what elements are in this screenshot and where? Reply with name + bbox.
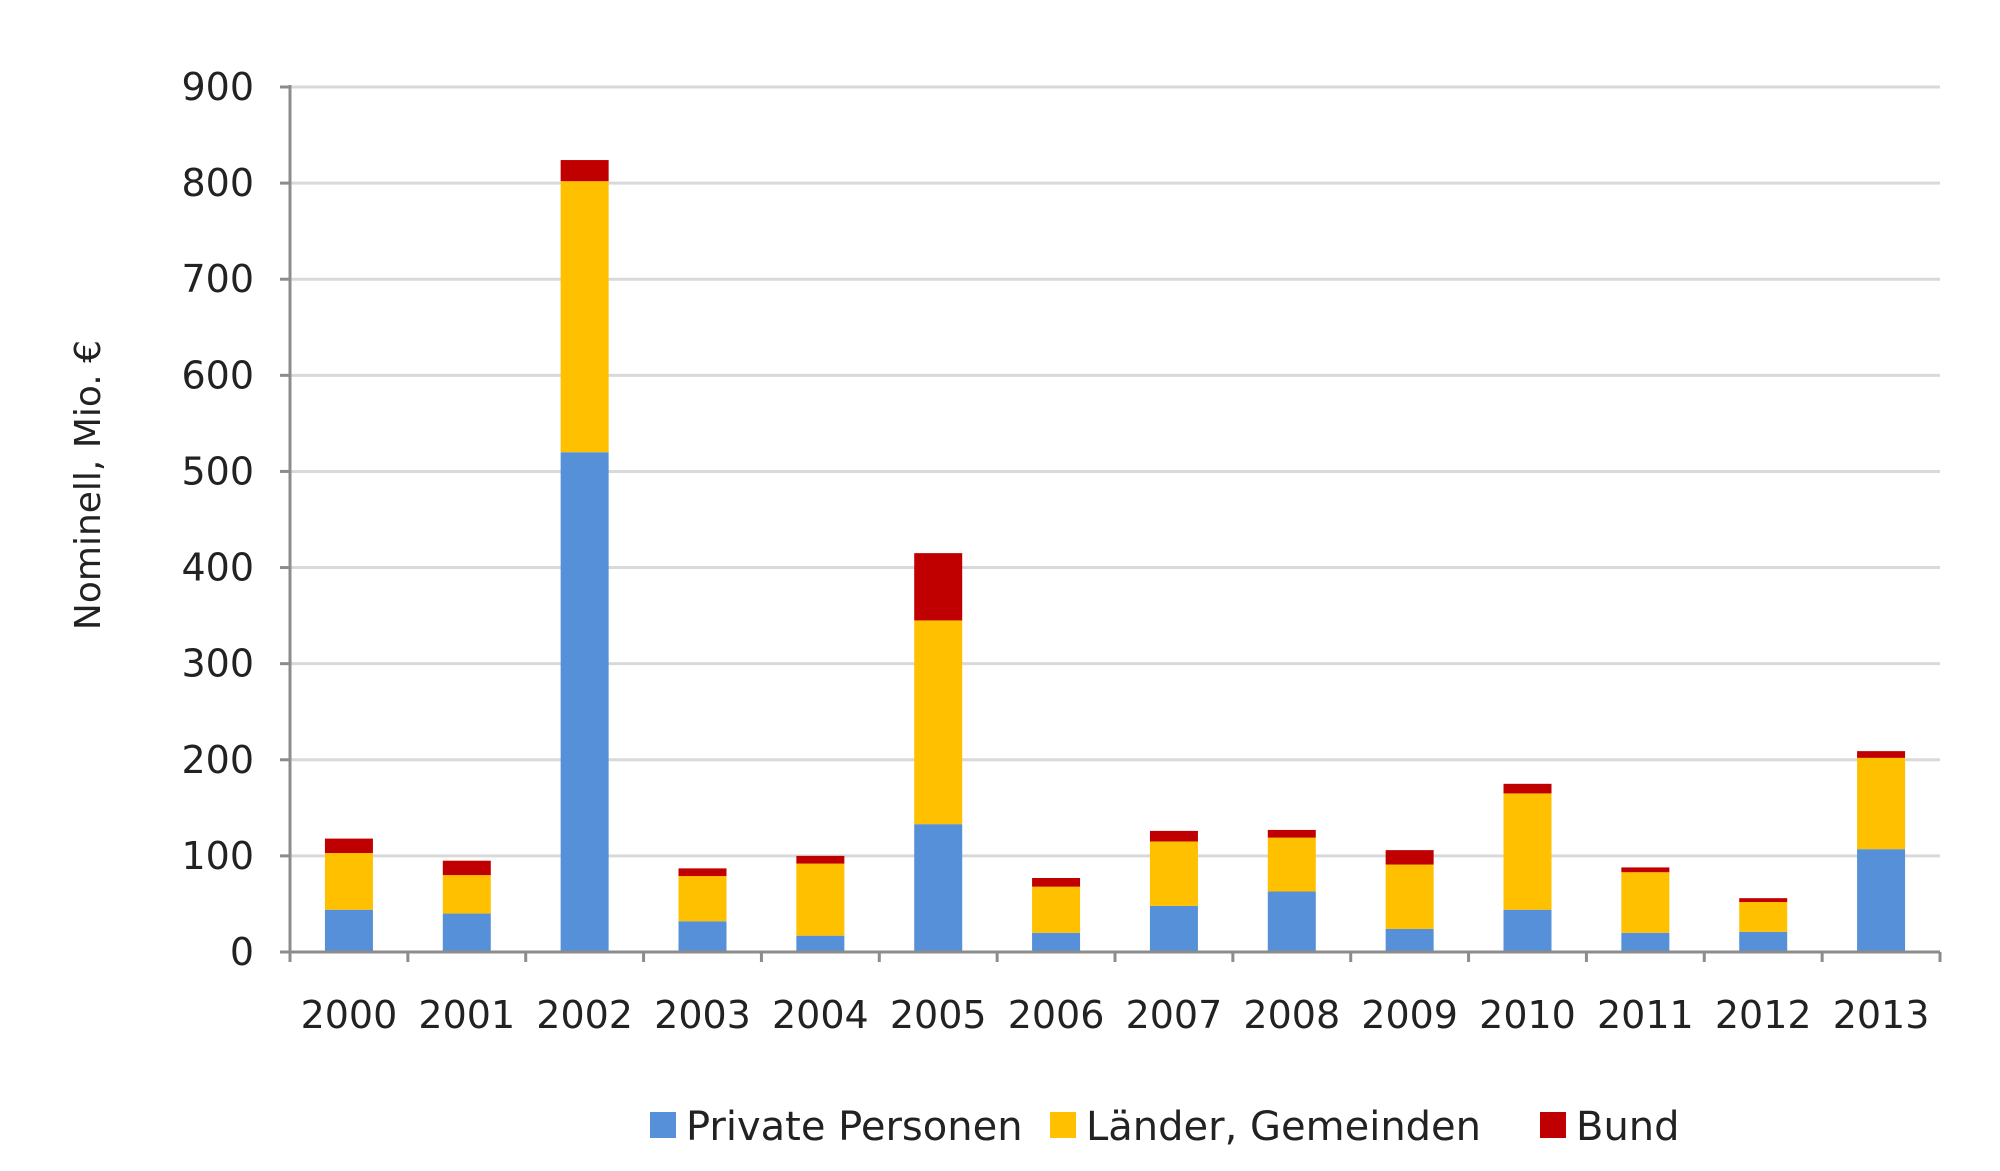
legend: Private Personen Länder, Gemeinden Bund	[650, 1104, 1680, 1150]
bar-segment-2000-series-0	[324, 909, 373, 952]
bar-segment-2002-series-1	[560, 181, 609, 453]
bar-segment-2008-series-2	[1267, 829, 1316, 838]
x-tick-label: 2006	[1008, 993, 1105, 1037]
bar-segment-2013-series-0	[1857, 849, 1906, 952]
y-tick-label: 400	[181, 546, 254, 590]
x-tick-label: 2005	[890, 993, 987, 1037]
bar-segment-2005-series-2	[914, 553, 963, 621]
bar-segment-2004-series-1	[796, 863, 845, 936]
y-tick-labels: 0 100 200 300 400 500 600 700 800 900	[181, 65, 254, 974]
y-tick-label: 700	[181, 257, 254, 301]
x-tick-label: 2003	[654, 993, 751, 1037]
y-tick-label: 300	[181, 642, 254, 686]
bar-segment-2010-series-0	[1503, 909, 1552, 952]
bar-segment-2008-series-0	[1267, 891, 1316, 952]
axes	[280, 85, 1942, 962]
bar-segment-2010-series-2	[1503, 783, 1552, 794]
bar-segment-2007-series-2	[1149, 830, 1198, 842]
bar-segment-2012-series-2	[1739, 898, 1788, 903]
x-tick-labels: 2000 2001 2002 2003 2004 2005 2006 2007 2008 2009…	[301, 993, 1930, 1037]
bar-segment-2002-series-2	[560, 160, 609, 182]
bar-segment-2013-series-1	[1857, 757, 1906, 850]
y-tick-label: 900	[181, 65, 254, 109]
x-tick-label: 2002	[536, 993, 633, 1037]
bar-segment-2008-series-1	[1267, 837, 1316, 892]
bar-segment-2002-series-0	[560, 452, 609, 952]
bar-segment-2003-series-1	[678, 876, 727, 922]
bar-segment-2005-series-1	[914, 620, 963, 825]
x-tick-label: 2008	[1243, 993, 1340, 1037]
bar-segment-2003-series-2	[678, 868, 727, 877]
bar-segment-2011-series-1	[1621, 872, 1670, 933]
bar-segment-2004-series-0	[796, 935, 845, 952]
y-axis-title: Nominell, Mio. €	[68, 340, 109, 630]
x-tick-label: 2011	[1597, 993, 1694, 1037]
y-tick-label: 800	[181, 161, 254, 205]
x-tick-label: 2001	[418, 993, 515, 1037]
x-tick-label: 2007	[1126, 993, 1223, 1037]
bar-segment-2004-series-2	[796, 855, 845, 864]
bar-segment-2010-series-1	[1503, 793, 1552, 910]
bar-segment-2006-series-1	[1032, 886, 1081, 933]
y-tick-label: 600	[181, 353, 254, 397]
bar-segment-2006-series-2	[1032, 877, 1081, 887]
bar-segment-2001-series-2	[442, 860, 491, 876]
x-tick-label: 2009	[1361, 993, 1458, 1037]
bar-segment-2007-series-1	[1149, 841, 1198, 906]
x-tick-label: 2000	[301, 993, 398, 1037]
legend-swatch	[1050, 1112, 1076, 1138]
bar-segment-2012-series-1	[1739, 902, 1788, 932]
bar-segment-2009-series-0	[1385, 928, 1434, 952]
y-tick-label: 0	[230, 930, 254, 974]
bar-segment-2009-series-2	[1385, 850, 1434, 865]
bar-segment-2005-series-0	[914, 824, 963, 952]
legend-swatch	[1540, 1112, 1566, 1138]
y-tick-label: 100	[181, 834, 254, 878]
bar-segment-2011-series-0	[1621, 932, 1670, 952]
bar-segment-2007-series-0	[1149, 905, 1198, 952]
bar-segment-2013-series-2	[1857, 751, 1906, 758]
legend-label: Länder, Gemeinden	[1086, 1104, 1481, 1150]
bar-segment-2001-series-1	[442, 875, 491, 914]
x-tick-label: 2010	[1479, 993, 1576, 1037]
gridlines	[290, 85, 1940, 858]
bar-segment-2012-series-0	[1739, 931, 1788, 952]
bars	[324, 160, 1906, 952]
bar-segment-2000-series-1	[324, 853, 373, 910]
bar-segment-2001-series-0	[442, 913, 491, 952]
legend-swatch	[650, 1112, 676, 1138]
bar-segment-2011-series-2	[1621, 867, 1670, 873]
x-tick-label: 2004	[772, 993, 869, 1037]
bar-segment-2000-series-2	[324, 838, 373, 854]
bar-segment-2009-series-1	[1385, 864, 1434, 929]
legend-label: Bund	[1576, 1104, 1680, 1150]
bar-segment-2003-series-0	[678, 921, 727, 952]
bar-segment-2006-series-0	[1032, 932, 1081, 952]
x-tick-label: 2012	[1715, 993, 1812, 1037]
legend-label: Private Personen	[686, 1104, 1023, 1150]
y-tick-label: 200	[181, 738, 254, 782]
x-tick-label: 2013	[1833, 993, 1930, 1037]
y-tick-label: 500	[181, 449, 254, 493]
